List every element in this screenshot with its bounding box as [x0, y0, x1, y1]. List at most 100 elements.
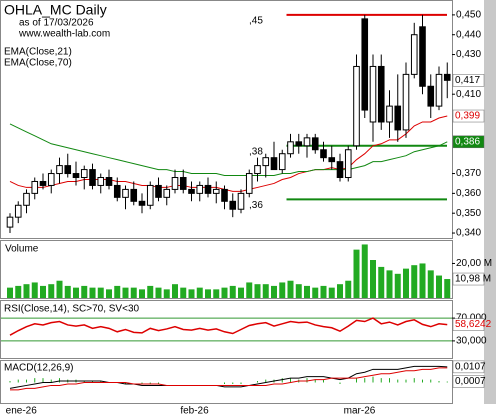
candle-body — [303, 137, 311, 147]
y-tick-label: 0,430 — [456, 49, 481, 60]
value-badge — [452, 135, 485, 149]
value-label: 10,98 M — [455, 274, 491, 285]
volume-bar — [188, 289, 195, 298]
candle-body — [56, 165, 63, 175]
candle-body — [262, 157, 270, 167]
y-tick-label: 0,350 — [456, 208, 481, 219]
volume-bar — [114, 285, 121, 298]
y-tick-label: 0,450 — [456, 10, 481, 21]
candle-body — [386, 105, 393, 123]
volume-bar — [287, 280, 294, 298]
value-badge — [452, 375, 485, 388]
value-badge — [452, 109, 485, 123]
candle-body — [361, 18, 369, 111]
candle-body — [287, 141, 294, 155]
y-tick-label: 0,360 — [456, 188, 481, 199]
candle-body — [410, 34, 418, 75]
candle-body — [204, 184, 212, 194]
x-tick-label: mar-26 — [344, 406, 376, 417]
volume-bar — [337, 284, 343, 298]
rsi-panel — [0, 300, 453, 359]
volume-bar — [155, 287, 162, 298]
volume-bar — [419, 263, 426, 298]
value-badge — [452, 272, 485, 286]
macd-panel — [0, 360, 453, 404]
level-label: ,45 — [249, 16, 263, 27]
ema-line — [9, 123, 448, 177]
volume-bar — [436, 275, 442, 298]
volume-bar — [31, 282, 38, 298]
y-tick-label: 70,000 — [456, 313, 487, 324]
candle-body — [377, 65, 385, 123]
panel-title: MACD(12,26,9) — [4, 363, 73, 374]
chart-title: OHLA_MC Daily — [4, 2, 107, 18]
level-label: ,38 — [249, 146, 263, 157]
volume-bar — [172, 284, 178, 298]
volume-bar — [262, 284, 269, 298]
candle-body — [237, 192, 245, 210]
candle-body — [89, 169, 96, 186]
candle-body — [443, 73, 451, 81]
candle-body — [353, 65, 360, 147]
candle-body — [221, 188, 228, 202]
volume-bar — [81, 285, 88, 298]
candle-body — [320, 149, 327, 159]
value-badge — [452, 74, 485, 87]
value-badge — [452, 360, 485, 374]
candle-body — [113, 184, 121, 198]
candle-body — [97, 177, 105, 186]
candle-body — [179, 177, 187, 190]
candle-body — [212, 188, 220, 194]
volume-bar — [205, 289, 211, 298]
candle-body — [394, 105, 402, 131]
volume-bar — [23, 284, 30, 298]
volume-bar — [40, 285, 46, 298]
value-label: 0,0107 — [455, 361, 486, 372]
volume-bar — [411, 265, 418, 298]
volume-bar — [56, 280, 63, 298]
volume-bar — [370, 260, 376, 298]
volume-bar — [320, 285, 327, 298]
volume-bar — [180, 287, 187, 298]
volume-bar — [221, 287, 228, 298]
candle-body — [245, 173, 253, 194]
candle-body — [6, 216, 14, 228]
volume-bar — [295, 284, 302, 298]
legend-entry: EMA(Close,21) — [4, 47, 72, 58]
candle-body — [105, 177, 113, 186]
value-label: 0,0007 — [455, 376, 486, 387]
price-panel — [0, 0, 453, 239]
volume-bar — [89, 287, 96, 298]
candle-body — [435, 73, 443, 107]
legend-entry: EMA(Close,70) — [4, 58, 72, 69]
candle-body — [171, 177, 179, 190]
y-tick-label: 0,440 — [456, 29, 481, 40]
x-tick-label: ene-26 — [6, 406, 38, 417]
volume-bar — [361, 244, 368, 298]
candle-body — [163, 188, 171, 198]
candle-body — [196, 184, 204, 194]
ema-line — [9, 115, 448, 192]
macd-line — [9, 365, 448, 389]
volume-bar — [48, 284, 55, 298]
volume-bar — [122, 287, 129, 298]
candle-body — [31, 180, 39, 194]
y-tick-label: 20,00 M — [456, 258, 492, 269]
volume-bar — [427, 270, 434, 298]
candle-body — [146, 184, 154, 206]
candle-body — [155, 184, 162, 198]
volume-bar — [229, 285, 236, 298]
candle-body — [311, 137, 319, 151]
candle-body — [39, 180, 47, 186]
value-label: 0,417 — [455, 75, 480, 86]
candle-body — [14, 204, 22, 218]
candle-body — [270, 157, 278, 171]
volume-bar — [196, 287, 203, 298]
volume-bar — [64, 285, 71, 298]
value-label: 0,386 — [455, 136, 480, 147]
value-label: 58,6242 — [455, 319, 492, 330]
candle-body — [328, 157, 336, 163]
source: www.wealth-lab.com — [18, 29, 110, 40]
